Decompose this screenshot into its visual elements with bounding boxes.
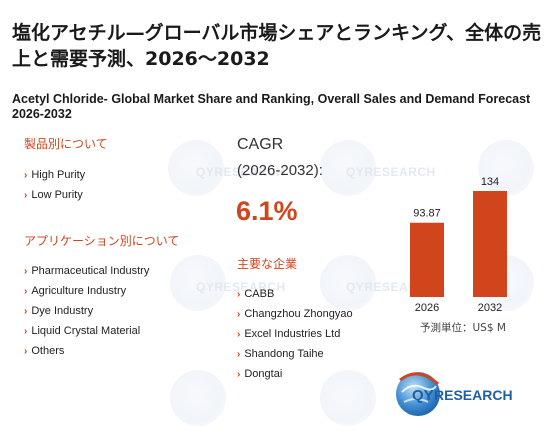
watermark-globe xyxy=(168,140,224,196)
watermark-text: QYRESEARCH xyxy=(196,280,286,294)
page-title-jp: 塩化アセチル—グローバル市場シェアとランキング、全体の売上と需要予測、2026～… xyxy=(12,22,542,70)
unit-note: 予測単位：US$ M xyxy=(420,322,506,334)
list-item: › Changzhou Zhongyao xyxy=(237,308,353,320)
qyresearch-logo: QY RESEARCH xyxy=(396,372,513,416)
chevron-right-icon: › xyxy=(24,190,28,201)
list-item: › Agriculture Industry xyxy=(24,285,127,297)
bar-value-label: 93.87 xyxy=(413,208,441,220)
product-section-heading: 製品別について xyxy=(24,137,108,151)
forecast-bar-chart: 93.87 2026 134 2032 xyxy=(410,176,507,314)
chevron-right-icon: › xyxy=(237,329,241,340)
logo-prefix: QY xyxy=(412,387,434,404)
watermark-globe xyxy=(320,255,376,311)
watermark-globe xyxy=(170,255,226,311)
globe-icon xyxy=(396,372,440,416)
cagr-label: CAGR xyxy=(237,136,284,153)
watermark-text: QYRESEARCH xyxy=(346,165,436,179)
chevron-right-icon: › xyxy=(24,326,28,337)
watermark-globe xyxy=(478,140,534,196)
list-item: › Excel Industries Ltd xyxy=(237,328,341,340)
application-list: › Pharmaceutical Industry › Agriculture In… xyxy=(24,261,149,361)
chevron-right-icon: › xyxy=(237,369,241,380)
bar-2032 xyxy=(473,191,507,297)
list-item: › Others xyxy=(24,345,65,357)
chevron-right-icon: › xyxy=(237,309,241,320)
bar-value-label: 134 xyxy=(481,176,499,188)
companies-list: › CABB › Changzhou Zhongyao › Excel Industr… xyxy=(237,284,353,384)
application-section-heading: アプリケーション別について xyxy=(24,234,180,248)
page-title-en: Acetyl Chloride- Global Market Share and… xyxy=(12,92,531,121)
chevron-right-icon: › xyxy=(24,266,28,277)
watermark-globe xyxy=(320,370,376,426)
bar-2026 xyxy=(410,222,444,297)
list-item: › Liquid Crystal Material xyxy=(24,325,141,337)
category-label: 2032 xyxy=(478,302,502,314)
product-list: › High Purity › Low Purity xyxy=(24,165,85,205)
chevron-right-icon: › xyxy=(24,346,28,357)
list-item: › Shandong Taihe xyxy=(237,348,324,360)
watermark-globe xyxy=(320,140,376,196)
chevron-right-icon: › xyxy=(24,170,28,181)
cagr-period: (2026-2032): xyxy=(237,162,323,179)
list-item: › Dye Industry xyxy=(24,305,94,317)
cagr-value: 6.1% xyxy=(236,196,298,226)
watermark-globe xyxy=(170,370,226,426)
logo-suffix: RESEARCH xyxy=(434,387,513,403)
chevron-right-icon: › xyxy=(24,306,28,317)
list-item: › Pharmaceutical Industry xyxy=(24,265,150,277)
list-item: › Dongtai xyxy=(237,368,283,380)
list-item: › CABB xyxy=(237,288,275,300)
chevron-right-icon: › xyxy=(237,349,241,360)
list-item: › Low Purity xyxy=(24,189,83,201)
companies-section-heading: 主要な企業 xyxy=(237,257,298,271)
chevron-right-icon: › xyxy=(237,289,241,300)
category-label: 2026 xyxy=(415,302,439,314)
watermark-text: QYRESEARCH xyxy=(196,165,286,179)
chevron-right-icon: › xyxy=(24,286,28,297)
list-item: › High Purity xyxy=(24,169,86,181)
